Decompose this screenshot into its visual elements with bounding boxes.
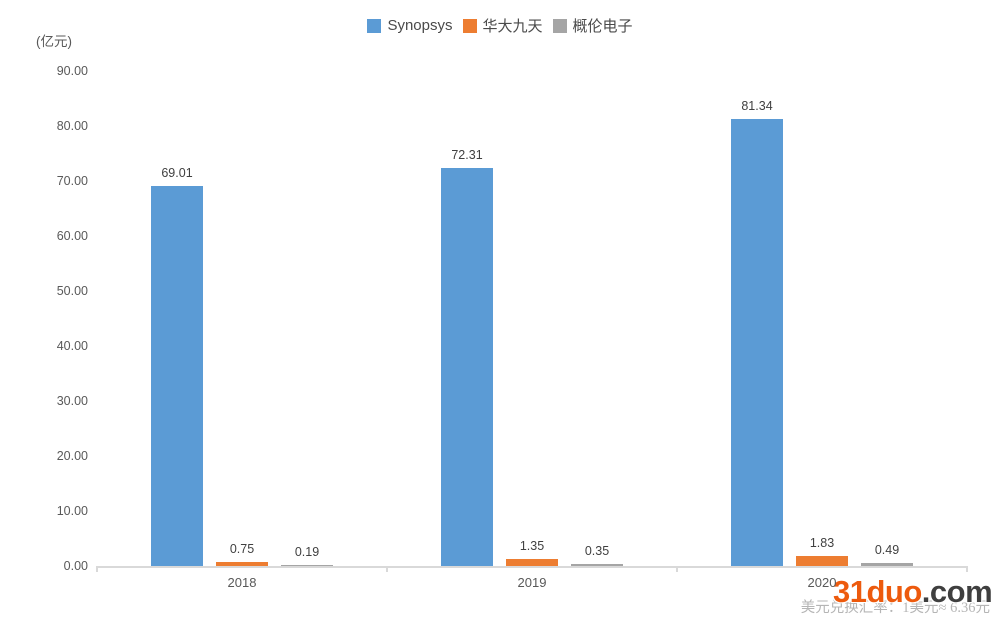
plot-area [97, 71, 967, 568]
legend: Synopsys 华大九天 概伦电子 [0, 15, 1000, 36]
watermark: 31duo.com [833, 574, 993, 610]
legend-item-华大九天: 华大九天 [462, 15, 543, 36]
y-axis-tick-label: 30.00 [56, 394, 88, 408]
y-axis-unit-label: (亿元) [36, 34, 72, 49]
y-axis-tick-label: 20.00 [56, 449, 88, 463]
value-label-概伦电子-2018: 0.19 [294, 544, 320, 559]
bar-华大九天-2020 [796, 555, 848, 566]
y-axis-tick-label: 0.00 [63, 559, 88, 573]
bar-概伦电子-2019 [571, 564, 623, 566]
value-label-Synopsys-2019: 72.31 [451, 148, 483, 163]
legend-label: 华大九天 [482, 19, 543, 35]
x-axis-category-label: 2018 [227, 575, 257, 590]
value-label-华大九天-2020: 1.83 [809, 535, 835, 550]
y-axis-tick-label: 70.00 [56, 174, 88, 188]
x-axis-category-label: 2019 [517, 575, 547, 590]
watermark-tld: .com [921, 574, 993, 609]
value-label-Synopsys-2020: 81.34 [741, 98, 773, 113]
bar-华大九天-2018 [216, 561, 268, 566]
watermark-brand: 31duo [833, 574, 922, 609]
x-axis-category-label: 2020 [807, 575, 837, 590]
legend-label: Synopsys [387, 17, 453, 34]
x-axis-tick-mark [966, 566, 968, 572]
bar-概伦电子-2020 [861, 563, 913, 566]
bar-Synopsys-2018 [151, 186, 203, 566]
x-axis-tick-mark [676, 566, 678, 572]
bar-Synopsys-2019 [441, 168, 493, 566]
value-label-概伦电子-2020: 0.49 [874, 543, 900, 558]
value-label-Synopsys-2018: 69.01 [161, 166, 193, 181]
legend-item-概伦电子: 概伦电子 [552, 15, 633, 36]
exchange-rate-footnote: 美元兑换汇率：1美元≈ 6.36元 [800, 600, 990, 616]
bar-Synopsys-2020 [731, 118, 783, 566]
value-label-概伦电子-2019: 0.35 [584, 544, 610, 559]
bar-概伦电子-2018 [281, 564, 333, 566]
y-axis-tick-label: 10.00 [56, 504, 88, 518]
y-axis-tick-label: 90.00 [56, 64, 88, 78]
legend-item-Synopsys: Synopsys [367, 17, 453, 34]
legend-swatch-icon [462, 18, 477, 33]
legend-label: 概伦电子 [572, 19, 633, 35]
value-label-华大九天-2019: 1.35 [519, 538, 545, 553]
x-axis-tick-mark [386, 566, 388, 572]
y-axis-tick-label: 80.00 [56, 119, 88, 133]
y-axis-tick-label: 40.00 [56, 339, 88, 353]
legend-swatch-icon [367, 18, 382, 33]
x-axis-tick-mark [96, 566, 98, 572]
y-axis-tick-label: 60.00 [56, 229, 88, 243]
bar-华大九天-2019 [506, 558, 558, 566]
legend-swatch-icon [552, 18, 567, 33]
value-label-华大九天-2018: 0.75 [229, 541, 255, 556]
y-axis-tick-label: 50.00 [56, 284, 88, 298]
